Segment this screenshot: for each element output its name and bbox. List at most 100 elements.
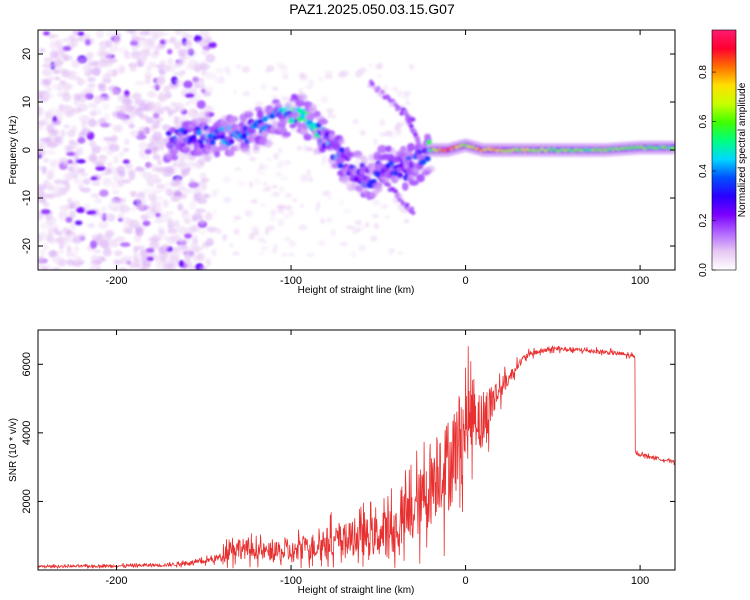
colorbar-label: Normalized spectral amplitude bbox=[737, 82, 748, 217]
spectral-cell bbox=[377, 74, 382, 79]
spectral-cell bbox=[341, 175, 351, 185]
spectral-cell bbox=[107, 202, 116, 211]
spectral-cell bbox=[142, 220, 151, 227]
spectral-cell bbox=[316, 201, 321, 209]
spectral-cell bbox=[38, 255, 45, 264]
spectral-cell bbox=[145, 210, 156, 219]
spectral-cell bbox=[317, 118, 328, 125]
spectral-cell bbox=[125, 30, 135, 34]
spectral-cell bbox=[139, 153, 150, 160]
spectral-cell bbox=[140, 249, 147, 255]
spectral-cell bbox=[173, 258, 180, 268]
spectral-cell bbox=[154, 217, 164, 223]
spectral-cell bbox=[241, 132, 248, 139]
spectral-cell bbox=[260, 83, 267, 91]
spectral-cell bbox=[77, 57, 87, 64]
spectral-cell bbox=[173, 40, 182, 50]
top-x-ticks: -200 -100 0 100 bbox=[106, 30, 649, 287]
spectral-cell bbox=[395, 166, 403, 173]
spectral-cell bbox=[109, 44, 119, 53]
spectral-cell bbox=[306, 119, 313, 126]
spectral-cell bbox=[55, 110, 64, 119]
spectral-cell bbox=[91, 180, 101, 187]
spectral-cell bbox=[86, 223, 95, 228]
spectral-cell bbox=[265, 157, 272, 162]
spectral-cell bbox=[248, 156, 257, 162]
spectral-cell bbox=[398, 194, 403, 199]
spectral-cell bbox=[232, 88, 238, 95]
spectral-cell bbox=[244, 209, 253, 217]
spectral-cell bbox=[39, 48, 46, 53]
spectral-cell bbox=[123, 98, 133, 106]
spectral-cell bbox=[124, 227, 132, 234]
spectral-cell bbox=[100, 44, 107, 49]
spectral-cell bbox=[424, 133, 431, 140]
spectral-cell bbox=[238, 180, 246, 187]
spectral-cell bbox=[203, 38, 212, 43]
spectral-cell bbox=[320, 95, 329, 104]
spectral-cell bbox=[338, 147, 345, 154]
spectral-cell bbox=[49, 250, 57, 258]
spectral-cell bbox=[182, 40, 193, 49]
spectral-cell bbox=[47, 167, 56, 175]
spectral-cell bbox=[38, 192, 47, 199]
spectral-cell bbox=[167, 217, 174, 226]
spectral-cell bbox=[116, 177, 125, 187]
spectral-cell bbox=[150, 200, 157, 207]
spectral-cell bbox=[308, 103, 317, 113]
spectral-cell bbox=[68, 202, 76, 210]
spectral-cell bbox=[111, 198, 120, 204]
spectral-cell bbox=[47, 148, 56, 155]
spectral-cell bbox=[150, 188, 162, 195]
spectral-cell bbox=[40, 208, 51, 215]
spectral-cell bbox=[53, 60, 65, 66]
spectral-cell bbox=[46, 123, 55, 133]
spectral-cell bbox=[274, 101, 282, 108]
spectral-cell bbox=[52, 115, 58, 123]
spectral-cell bbox=[135, 228, 144, 237]
spectral-cell bbox=[113, 259, 123, 265]
spectral-cell bbox=[266, 224, 275, 231]
spectral-cell bbox=[73, 245, 80, 254]
top-x-tick-label: -100 bbox=[280, 275, 302, 287]
spectral-cell bbox=[376, 183, 383, 193]
spectral-cell bbox=[40, 266, 48, 270]
spectral-cell bbox=[373, 138, 378, 146]
spectral-cell bbox=[98, 117, 107, 126]
spectral-cell bbox=[169, 36, 177, 44]
spectral-cell bbox=[74, 220, 83, 226]
spectral-cell bbox=[247, 128, 257, 135]
spectral-cell bbox=[326, 217, 333, 223]
spectral-cell bbox=[178, 260, 185, 268]
spectral-cell bbox=[252, 178, 262, 186]
spectral-cell bbox=[398, 162, 405, 169]
spectral-cell bbox=[182, 259, 193, 268]
spectral-cell bbox=[82, 178, 91, 185]
spectral-cell bbox=[57, 249, 65, 254]
spectral-cell bbox=[98, 84, 107, 93]
snr-background bbox=[38, 330, 675, 570]
spectral-cell bbox=[219, 74, 224, 83]
snr-frame bbox=[37, 329, 676, 571]
spectral-cell bbox=[73, 93, 81, 101]
spectral-cell bbox=[409, 206, 415, 211]
spectral-cell bbox=[42, 243, 49, 251]
spectral-cell bbox=[327, 109, 333, 117]
spectral-cell bbox=[111, 69, 118, 77]
spectral-cell bbox=[91, 67, 101, 76]
spectral-cell bbox=[78, 115, 90, 123]
spectral-cell bbox=[170, 101, 177, 108]
spectral-cell bbox=[63, 82, 72, 91]
spectral-cell bbox=[38, 124, 44, 131]
spectral-cell bbox=[180, 173, 186, 178]
spectral-cell bbox=[169, 83, 180, 88]
spectral-cell bbox=[108, 58, 118, 63]
spectral-cell bbox=[251, 229, 260, 237]
spectral-cell bbox=[258, 250, 266, 256]
spectral-cell bbox=[389, 102, 394, 107]
spectral-cell bbox=[57, 178, 64, 186]
spectral-cell bbox=[260, 130, 268, 138]
spectral-cell bbox=[162, 243, 170, 251]
spectral-cell bbox=[146, 177, 155, 187]
spectral-cell bbox=[188, 109, 194, 119]
